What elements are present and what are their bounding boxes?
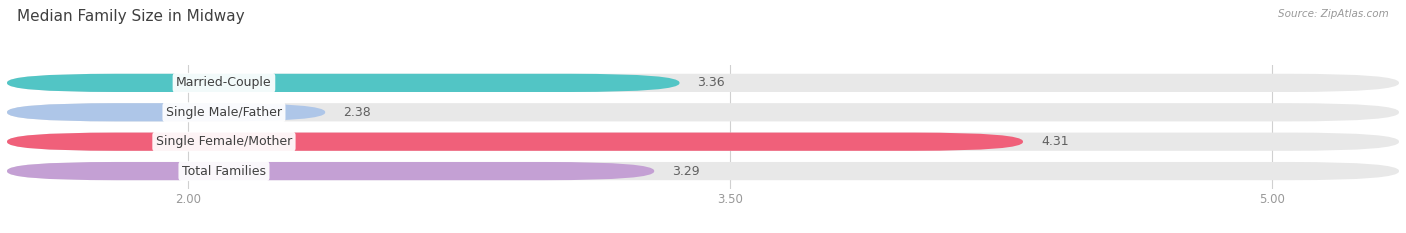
Text: Married-Couple: Married-Couple [176,76,271,89]
Text: Single Female/Mother: Single Female/Mother [156,135,292,148]
FancyBboxPatch shape [7,162,1399,180]
Text: Source: ZipAtlas.com: Source: ZipAtlas.com [1278,9,1389,19]
FancyBboxPatch shape [7,74,1399,92]
Text: Median Family Size in Midway: Median Family Size in Midway [17,9,245,24]
FancyBboxPatch shape [7,162,654,180]
Text: 3.29: 3.29 [672,164,700,178]
Text: Total Families: Total Families [181,164,266,178]
Text: Single Male/Father: Single Male/Father [166,106,283,119]
Text: 2.38: 2.38 [343,106,371,119]
FancyBboxPatch shape [7,103,1399,121]
Text: 3.36: 3.36 [697,76,725,89]
FancyBboxPatch shape [7,74,679,92]
Text: 4.31: 4.31 [1040,135,1069,148]
FancyBboxPatch shape [7,133,1024,151]
FancyBboxPatch shape [7,103,325,121]
FancyBboxPatch shape [7,133,1399,151]
